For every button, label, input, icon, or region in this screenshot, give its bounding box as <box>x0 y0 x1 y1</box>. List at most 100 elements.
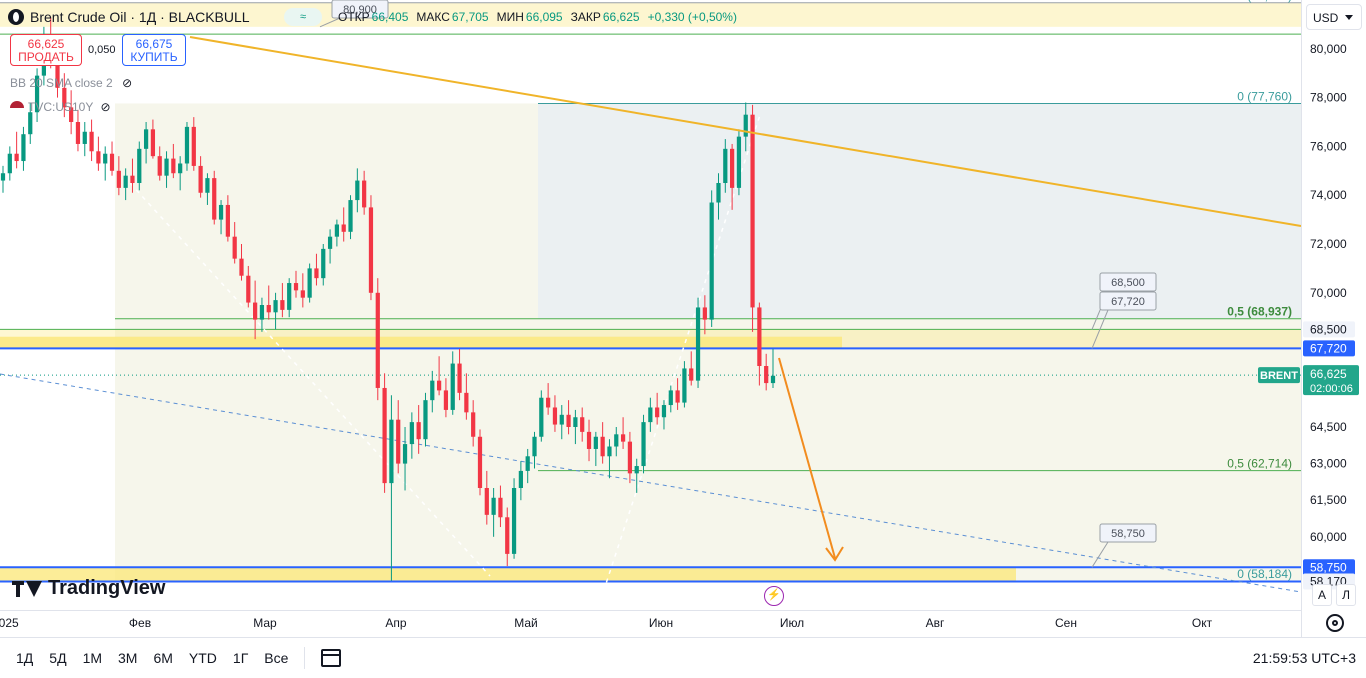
candle-body <box>171 158 176 174</box>
buy-button[interactable]: 66,675 КУПИТЬ <box>122 34 186 66</box>
eye-hidden-icon[interactable]: ⊘ <box>100 100 111 114</box>
candle-body <box>321 248 326 279</box>
candle-body <box>205 178 210 193</box>
price-tag <box>1303 559 1355 576</box>
candle-body <box>505 517 510 554</box>
candle-body <box>218 204 224 220</box>
candle-body <box>348 200 353 232</box>
dashed-trendline <box>0 373 1302 593</box>
auto-scale-button[interactable]: A <box>1312 584 1332 606</box>
candle-body <box>314 268 319 279</box>
sell-label: ПРОДАТЬ <box>18 50 74 64</box>
indicator-bb[interactable]: BB 20 SMA close 2 ⊘ <box>10 76 132 90</box>
candle-body <box>116 170 121 188</box>
callout-box <box>1099 291 1157 311</box>
candle-body <box>443 390 449 410</box>
fib-level-label: 0,5 (68,937) <box>1227 305 1292 319</box>
ohlc-key: ЗАКР <box>570 10 601 24</box>
time-tick-label: Окт <box>1192 616 1213 630</box>
candle-body <box>362 180 367 208</box>
candle-body <box>620 434 626 442</box>
bottom-toolbar: 1Д 5Д 1M 3M 6M YTD 1Г Все 21:59:53 UTC+3 <box>0 637 1366 678</box>
candle-body <box>28 112 33 135</box>
symbol-title[interactable]: Brent Crude Oil · 1Д · BLACKBULL <box>30 9 250 25</box>
spread-value: 0,050 <box>88 44 116 56</box>
candle-body <box>600 436 605 457</box>
time-tick-label: Июн <box>649 616 673 630</box>
timeframe-group: 1Д 5Д 1M 3M 6M YTD 1Г Все <box>0 646 292 670</box>
candle-body <box>300 290 305 298</box>
fib-level-label: 1 (81,886) <box>1237 0 1292 3</box>
lightning-event-icon[interactable]: ⚡ <box>764 586 784 606</box>
price-tick-label: 76,000 <box>1310 139 1347 153</box>
indicator-tvc[interactable]: TVC:US10Y ⊘ <box>10 100 111 115</box>
callout-pointer <box>1091 541 1109 568</box>
countdown-label: 02:00:06 <box>1310 383 1353 395</box>
candle-body <box>82 131 87 144</box>
price-tag-label: 67,720 <box>1310 341 1347 355</box>
candle-body <box>123 175 128 188</box>
log-scale-button[interactable]: Л <box>1336 584 1356 606</box>
candle-body <box>457 363 462 393</box>
timeframe-button[interactable]: 1M <box>82 650 103 666</box>
candle-body <box>334 224 340 237</box>
price-tag-label: 58,750 <box>1310 560 1347 574</box>
candle-body <box>368 207 374 293</box>
tradingview-mark-icon <box>12 580 42 597</box>
candle-body <box>559 414 564 425</box>
candle-body <box>178 163 183 174</box>
currency-select[interactable]: USD <box>1306 4 1362 30</box>
timeframe-button[interactable]: 5Д <box>49 650 67 666</box>
candle-body <box>566 414 571 427</box>
clock[interactable]: 21:59:53 UTC+3 <box>1252 650 1356 666</box>
timeframe-button[interactable]: Все <box>264 650 289 666</box>
timeframe-button[interactable]: 1Г <box>232 650 249 666</box>
price-tag <box>1303 321 1355 338</box>
candle-body <box>661 405 667 418</box>
candle-body <box>614 434 619 447</box>
candle-body <box>89 131 94 152</box>
candle-body <box>607 446 612 457</box>
us-flag-icon <box>10 100 24 115</box>
candle-body <box>423 400 428 440</box>
candle-body <box>389 419 394 484</box>
ohlc-value: 67,705 <box>451 10 489 24</box>
timeframe-button[interactable]: 6M <box>153 650 173 666</box>
eye-hidden-icon[interactable]: ⊘ <box>122 76 133 90</box>
last-price-label: 66,625 <box>1310 367 1347 381</box>
candle-body <box>546 397 551 408</box>
candle-body <box>471 412 476 437</box>
fib-level-label: 0,5 (62,714) <box>1227 457 1292 471</box>
candle-body <box>157 156 162 176</box>
candle-body <box>573 417 578 427</box>
candle-body <box>409 422 414 445</box>
settings-gear-icon[interactable] <box>1326 614 1344 632</box>
timeframe-button[interactable]: 3M <box>118 650 138 666</box>
candle-body <box>137 148 142 183</box>
descending-trendline <box>189 36 1302 227</box>
timeframe-button[interactable]: YTD <box>188 650 217 666</box>
candle-body <box>103 153 108 164</box>
candle-body <box>709 202 714 320</box>
callout-box <box>1099 272 1157 292</box>
candle-body <box>668 390 673 406</box>
sell-button[interactable]: 66,625 ПРОДАТЬ <box>10 34 82 66</box>
candle-body <box>695 307 701 381</box>
candle-body <box>484 488 489 515</box>
calendar-icon[interactable] <box>321 649 342 667</box>
ohlc-value: +0,330 (+0,50%) <box>647 10 737 24</box>
time-tick-label: Май <box>514 616 538 630</box>
callout-label: 80,900 <box>343 4 377 16</box>
symbol-tag-label: BRENT <box>1260 370 1298 382</box>
ohlc-key: ОТКР <box>338 10 370 24</box>
candle-body <box>287 283 292 310</box>
indicator-tvc-label: TVC:US10Y <box>28 100 94 114</box>
candle-body <box>382 387 387 484</box>
time-tick-label: Сен <box>1055 616 1077 630</box>
data-status-badge[interactable]: ≈ <box>284 8 322 26</box>
price-tag <box>1303 340 1355 357</box>
time-tick-label: Фев <box>129 616 151 630</box>
resistance-zone-wide <box>0 329 1301 349</box>
timeframe-button[interactable]: 1Д <box>16 650 34 666</box>
